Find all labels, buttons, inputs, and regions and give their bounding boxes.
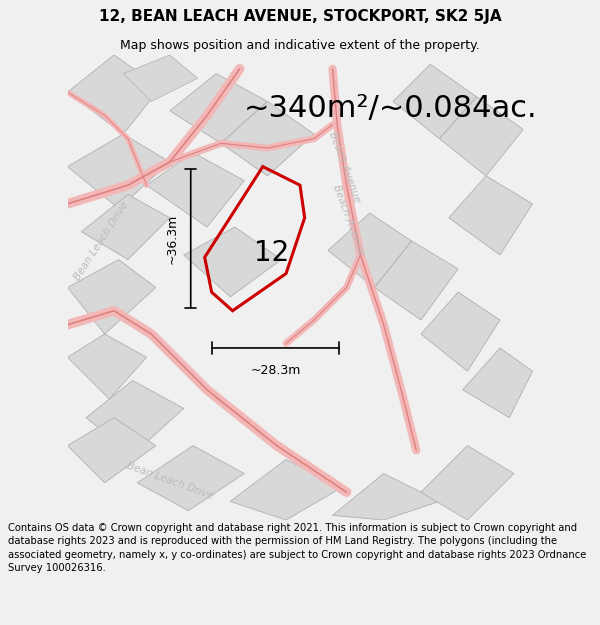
Text: 12: 12 — [254, 239, 289, 267]
Polygon shape — [393, 64, 476, 139]
Text: Bean Leach Drive: Bean Leach Drive — [72, 200, 130, 282]
Polygon shape — [374, 241, 458, 320]
Polygon shape — [221, 101, 314, 176]
Polygon shape — [184, 227, 281, 297]
Polygon shape — [124, 55, 198, 101]
Polygon shape — [439, 97, 523, 176]
Polygon shape — [449, 176, 533, 255]
Text: Beach Avenue: Beach Avenue — [331, 183, 367, 257]
Text: 12, BEAN LEACH AVENUE, STOCKPORT, SK2 5JA: 12, BEAN LEACH AVENUE, STOCKPORT, SK2 5J… — [98, 9, 502, 24]
Text: Bean Leach Drive: Bean Leach Drive — [125, 460, 215, 501]
Polygon shape — [421, 292, 500, 371]
Polygon shape — [86, 381, 184, 455]
Polygon shape — [230, 459, 342, 520]
Polygon shape — [67, 134, 170, 209]
Polygon shape — [82, 194, 170, 259]
Polygon shape — [137, 446, 244, 511]
Polygon shape — [67, 334, 146, 399]
Polygon shape — [67, 55, 161, 134]
Polygon shape — [332, 474, 439, 520]
Text: ~340m²/~0.084ac.: ~340m²/~0.084ac. — [244, 94, 538, 123]
Text: ~36.3m: ~36.3m — [166, 214, 179, 264]
Polygon shape — [421, 446, 514, 520]
Text: Beach Avenue: Beach Avenue — [326, 130, 362, 203]
Polygon shape — [463, 348, 533, 418]
Polygon shape — [67, 259, 156, 334]
Text: ~28.3m: ~28.3m — [250, 364, 301, 378]
Polygon shape — [170, 74, 268, 143]
Polygon shape — [328, 213, 412, 288]
Text: Contains OS data © Crown copyright and database right 2021. This information is : Contains OS data © Crown copyright and d… — [8, 523, 586, 572]
Polygon shape — [67, 418, 156, 482]
Polygon shape — [146, 152, 244, 227]
Text: Map shows position and indicative extent of the property.: Map shows position and indicative extent… — [120, 39, 480, 52]
